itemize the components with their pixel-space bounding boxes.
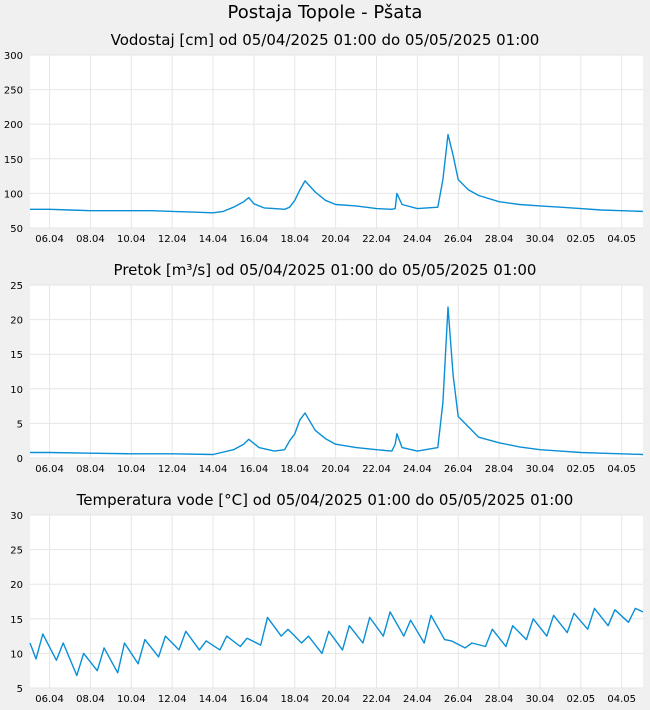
water-temperature-series-line [29,607,644,677]
water-temperature-y-tick-label: 10 [10,649,23,660]
discharge-x-tick-label: 02.05 [567,464,596,475]
water-level-chart: 50 100 150 200 250 300 06.04 08.04 10.04 12.04 14.… [4,51,644,245]
water-level-x-tick-label: 10.04 [117,234,146,245]
water-temperature-y-tick-label: 25 [10,546,23,557]
discharge-x-tick-label: 22.04 [362,464,391,475]
water-level-x-tick-label: 12.04 [158,234,187,245]
discharge-y-tick-label: 0 [17,454,23,465]
discharge-x-tick-label: 30.04 [526,464,555,475]
discharge-x-tick-label: 18.04 [280,464,309,475]
discharge-x-tick-label: 14.04 [199,464,228,475]
water-level-y-tick-label: 100 [4,189,23,200]
discharge-plot-area [30,285,643,458]
water-temperature-x-tick-label: 04.05 [607,694,636,705]
water-level-x-tick-label: 28.04 [485,234,514,245]
discharge-x-tick-label: 06.04 [35,464,64,475]
discharge-y-tick-label: 5 [17,419,23,430]
water-temperature-y-tick-label: 5 [17,684,23,695]
discharge-x-tick-label: 16.04 [240,464,269,475]
water-level-y-tick-label: 200 [4,120,23,131]
water-temperature-x-tick-label: 08.04 [76,694,105,705]
water-level-x-tick-label: 20.04 [321,234,350,245]
water-level-x-tick-label: 18.04 [280,234,309,245]
water-level-x-tick-label: 04.05 [607,234,636,245]
discharge-y-tick-label: 25 [10,281,23,292]
water-temperature-x-tick-label: 28.04 [485,694,514,705]
station-title: Postaja Topole - Pšata [227,2,423,23]
water-level-x-tick-label: 02.05 [567,234,596,245]
discharge-y-tick-label: 15 [10,350,23,361]
water-level-y-tick-label: 250 [4,86,23,97]
water-temperature-x-tick-label: 24.04 [403,694,432,705]
water-level-x-tick-label: 16.04 [240,234,269,245]
water-level-x-tick-label: 26.04 [444,234,473,245]
water-temperature-x-tick-label: 14.04 [199,694,228,705]
water-level-x-tick-label: 06.04 [35,234,64,245]
water-temperature-x-tick-label: 16.04 [240,694,269,705]
water-level-y-tick-label: 50 [10,224,23,235]
discharge-x-tick-label: 10.04 [117,464,146,475]
water-temperature-x-tick-label: 10.04 [117,694,146,705]
water-level-x-tick-label: 22.04 [362,234,391,245]
discharge-chart: 0 5 10 15 20 25 06.04 08.04 10.04 12.04 14.04 16.04… [10,281,644,475]
discharge-y-tick-label: 20 [10,316,23,327]
water-temperature-y-tick-label: 15 [10,615,23,626]
water-level-chart-title: Vodostaj [cm] od 05/04/2025 01:00 do 05/… [110,31,540,49]
water-temperature-x-tick-label: 22.04 [362,694,391,705]
discharge-series-line [30,306,644,456]
discharge-x-tick-label: 04.05 [607,464,636,475]
water-level-x-tick-label: 24.04 [403,234,432,245]
water-level-plot-area [30,55,643,228]
discharge-y-tick-label: 10 [10,385,23,396]
discharge-x-tick-label: 28.04 [485,464,514,475]
water-temperature-plot-area [30,515,643,688]
water-temperature-x-tick-label: 18.04 [280,694,309,705]
water-level-y-tick-label: 150 [4,155,23,166]
water-level-series-line [30,133,644,214]
water-level-x-tick-label: 08.04 [76,234,105,245]
water-temperature-x-tick-label: 12.04 [158,694,187,705]
discharge-x-tick-label: 26.04 [444,464,473,475]
water-temperature-x-tick-label: 20.04 [321,694,350,705]
water-level-x-tick-label: 14.04 [199,234,228,245]
discharge-x-tick-label: 12.04 [158,464,187,475]
water-temperature-chart: 5 10 15 20 25 30 06.04 08.04 10.04 12.04 14.04 16.0… [10,511,644,705]
water-level-x-tick-label: 30.04 [526,234,555,245]
water-temperature-chart-title: Temperatura vode [°C] od 05/04/2025 01:0… [76,491,574,509]
water-temperature-y-tick-label: 20 [10,580,23,591]
discharge-chart-title: Pretok [m³/s] od 05/04/2025 01:00 do 05/… [113,261,537,279]
water-temperature-x-tick-label: 02.05 [567,694,596,705]
water-temperature-x-tick-label: 30.04 [526,694,555,705]
discharge-x-tick-label: 08.04 [76,464,105,475]
water-temperature-x-tick-label: 06.04 [35,694,64,705]
water-level-y-tick-label: 300 [4,51,23,62]
water-temperature-x-tick-label: 26.04 [444,694,473,705]
discharge-x-tick-label: 20.04 [321,464,350,475]
discharge-x-tick-label: 24.04 [403,464,432,475]
water-temperature-y-tick-label: 30 [10,511,23,522]
